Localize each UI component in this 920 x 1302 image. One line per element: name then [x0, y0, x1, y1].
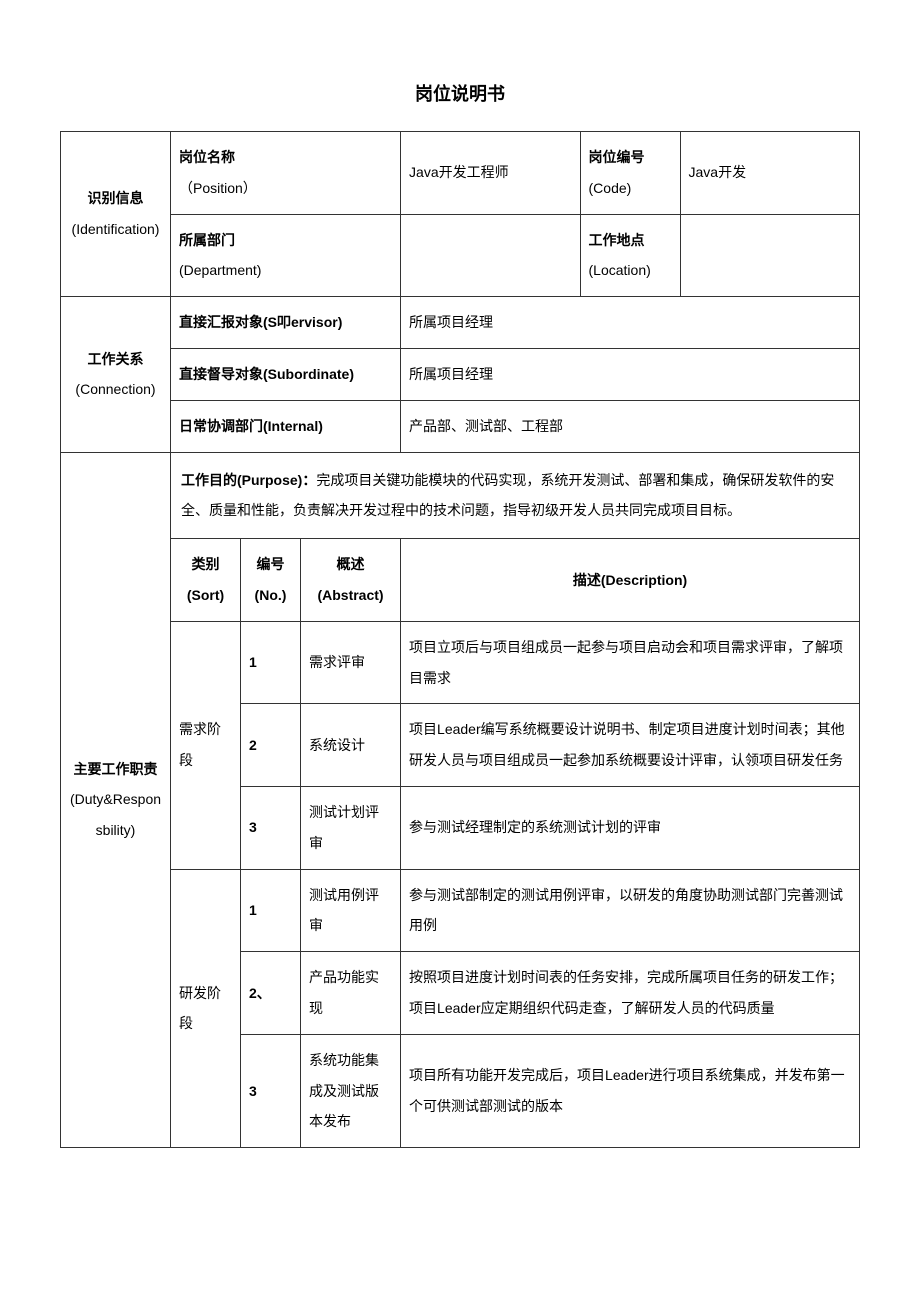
internal-value: 产品部、测试部、工程部: [401, 400, 860, 452]
location-value: [680, 214, 859, 297]
duty-section: 主要工作职责 (Duty&Responsbility): [61, 452, 171, 1148]
p0-i0-no: 1: [241, 621, 301, 704]
internal-label: 日常协调部门(Internal): [171, 400, 401, 452]
code-value: Java开发: [680, 132, 859, 215]
header-abstract: 概述 (Abstract): [301, 539, 401, 622]
supervisor-value: 所属项目经理: [401, 297, 860, 349]
department-value: [401, 214, 580, 297]
location-label-cell: 工作地点 (Location): [580, 214, 680, 297]
p1-i0-abs: 测试用例评审: [301, 869, 401, 952]
p0-i1-abs: 系统设计: [301, 704, 401, 787]
p1-i0-no: 1: [241, 869, 301, 952]
header-abstract-s: (Abstract): [317, 587, 383, 603]
phase-1-name: 研发阶段: [171, 869, 241, 1148]
department-label-cell: 所属部门 (Department): [171, 214, 401, 297]
purpose-cell: 工作目的(Purpose)：完成项目关键功能模块的代码实现，系统开发测试、部署和…: [171, 452, 860, 539]
header-abstract-t: 概述: [337, 556, 365, 572]
department-label: 所属部门: [179, 232, 235, 248]
subordinate-value: 所属项目经理: [401, 348, 860, 400]
header-sort-t: 类别: [192, 556, 220, 572]
connection-label: 工作关系: [88, 351, 144, 367]
location-sub: (Location): [589, 262, 651, 278]
p1-i0-desc: 参与测试部制定的测试用例评审，以研发的角度协助测试部门完善测试用例: [401, 869, 860, 952]
p1-i2-desc: 项目所有功能开发完成后，项目Leader进行项目系统集成，并发布第一个可供测试部…: [401, 1034, 860, 1147]
header-sort-s: (Sort): [187, 587, 224, 603]
code-label-cell: 岗位编号 (Code): [580, 132, 680, 215]
p0-i0-abs: 需求评审: [301, 621, 401, 704]
job-description-table: 识别信息 (Identification) 岗位名称 （Position） Ja…: [60, 131, 860, 1148]
identification-label: 识别信息: [88, 190, 144, 206]
identification-sub: (Identification): [72, 221, 160, 237]
header-sort: 类别 (Sort): [171, 539, 241, 622]
department-sub: (Department): [179, 262, 261, 278]
duty-sub: (Duty&Responsbility): [70, 791, 161, 838]
p1-i1-no: 2、: [241, 952, 301, 1035]
p1-i1-abs: 产品功能实现: [301, 952, 401, 1035]
header-no: 编号 (No.): [241, 539, 301, 622]
purpose-label: 工作目的(Purpose)：: [181, 472, 316, 488]
p0-i2-desc: 参与测试经理制定的系统测试计划的评审: [401, 786, 860, 869]
phase-0-name: 需求阶段: [171, 621, 241, 869]
p0-i1-no: 2: [241, 704, 301, 787]
p1-i2-no: 3: [241, 1034, 301, 1147]
p1-i1-desc: 按照项目进度计划时间表的任务安排，完成所属项目任务的研发工作；项目Leader应…: [401, 952, 860, 1035]
p1-i2-abs: 系统功能集成及测试版本发布: [301, 1034, 401, 1147]
p0-i0-desc: 项目立项后与项目组成员一起参与项目启动会和项目需求评审，了解项目需求: [401, 621, 860, 704]
header-no-t: 编号: [257, 556, 285, 572]
position-label: 岗位名称: [179, 149, 235, 165]
subordinate-label: 直接督导对象(Subordinate): [171, 348, 401, 400]
connection-sub: (Connection): [75, 381, 155, 397]
code-label: 岗位编号: [589, 149, 645, 165]
position-value: Java开发工程师: [401, 132, 580, 215]
identification-section: 识别信息 (Identification): [61, 132, 171, 297]
location-label: 工作地点: [589, 232, 645, 248]
page-title: 岗位说明书: [60, 80, 860, 106]
p0-i1-desc: 项目Leader编写系统概要设计说明书、制定项目进度计划时间表；其他研发人员与项…: [401, 704, 860, 787]
position-label-cell: 岗位名称 （Position）: [171, 132, 401, 215]
header-no-s: (No.): [255, 587, 287, 603]
p0-i2-abs: 测试计划评审: [301, 786, 401, 869]
duty-label: 主要工作职责: [74, 761, 158, 777]
code-sub: (Code): [589, 180, 632, 196]
connection-section: 工作关系 (Connection): [61, 297, 171, 452]
p0-i2-no: 3: [241, 786, 301, 869]
supervisor-label: 直接汇报对象(S叩ervisor): [171, 297, 401, 349]
header-description: 描述(Description): [401, 539, 860, 622]
position-sub: （Position）: [179, 180, 257, 196]
